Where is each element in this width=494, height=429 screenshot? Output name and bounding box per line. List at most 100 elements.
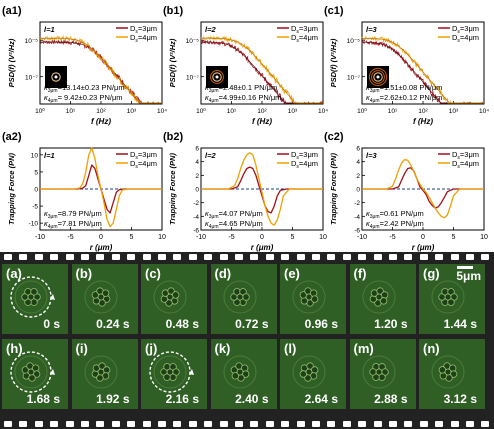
film-sprocket-hole — [65, 254, 74, 260]
film-sprocket-hole — [466, 421, 474, 427]
frame-label: (i) — [75, 341, 88, 356]
particle — [97, 293, 104, 301]
particle — [163, 373, 171, 381]
x-tick-label-a1-0: 10⁰ — [35, 107, 45, 115]
stiffness-a1-0: κ3μm=13.14±0.23 PN/μm — [44, 83, 125, 94]
inset-core-b1 — [215, 75, 219, 79]
force-line-b2-1 — [201, 152, 323, 226]
inset-ring-b1-2 — [210, 70, 224, 84]
film-sprocket-hole — [188, 421, 197, 427]
y-tick-label-c2-2: -2 — [354, 200, 360, 207]
panel-label-c2: (c2) — [324, 131, 344, 143]
legend-label-b1-0: Ds=3μm — [291, 24, 318, 35]
film-sprocket-hole — [389, 254, 397, 260]
y-tick-label-b2-0: -6 — [193, 228, 199, 235]
film-sprocket-hole — [4, 421, 12, 427]
stiffness-b1-0: κ3μm=2.48±0.1 PN/μm — [205, 83, 277, 94]
charge-label-b2: l=2 — [205, 151, 216, 160]
video-frame: (m) 2.88 s — [349, 339, 416, 409]
film-sprocket-hole — [127, 254, 136, 260]
scale-bar-line — [457, 266, 473, 269]
frame-label: (k) — [214, 341, 231, 356]
particle-cluster — [431, 355, 465, 389]
diffraction-ring — [362, 355, 395, 389]
stiffness-a1-1: κ4μm= 9.42±0.23 PN/μm — [44, 93, 123, 104]
film-sprocket-hole — [81, 254, 89, 260]
film-sprocket-hole — [250, 421, 259, 427]
figure-charts: (a1) l=1 PSD(f) (V²/Hz) f (Hz) 10⁰ 10¹ 10² 10³ 1… — [2, 5, 489, 252]
x-tick-label-a1-1: 10¹ — [66, 108, 76, 115]
y-tick-label-c2-5: 4 — [356, 159, 360, 166]
particle — [97, 368, 104, 376]
x-tick-label-c2-1: -5 — [389, 234, 395, 241]
film-sprocket-hole — [219, 254, 228, 260]
legend-label-b1-1: Ds=4μm — [291, 33, 318, 44]
particle-cluster — [84, 280, 117, 314]
psd-series-b1-1 — [200, 35, 323, 104]
diffraction-ring — [153, 280, 187, 314]
x-tick-label-b2-4: 10 — [319, 234, 327, 241]
diffraction-ring — [84, 280, 117, 314]
psd-fit-c1-1 — [362, 37, 484, 104]
film-sprocket-hole — [435, 254, 444, 260]
scale-bar: 5μm — [456, 266, 481, 283]
particle-cluster — [10, 276, 55, 318]
y-tick-label-a2-4: 10 — [31, 152, 39, 159]
frame-label: (h) — [6, 341, 23, 356]
frame-time: 1.92 s — [96, 392, 130, 406]
diffraction-ring — [14, 355, 48, 389]
x-tick-label-b2-3: 5 — [291, 234, 295, 241]
legend-label-c2-1: Ds=4μm — [452, 159, 479, 170]
particle — [444, 293, 452, 301]
particle-cluster — [223, 355, 256, 389]
film-sprocket-hole — [419, 254, 428, 260]
film-sprocket-hole — [342, 254, 351, 260]
x-tick-label-c1-4: 10⁴ — [479, 108, 489, 115]
y-tick-label-c1-0: 10⁻⁵ — [347, 38, 361, 45]
frame-time: 0.72 s — [235, 317, 269, 331]
x-tick-label-b2-1: -5 — [228, 234, 234, 241]
psd-series-a1-1 — [39, 34, 162, 104]
x-axis-label-c2: r (μm) — [412, 243, 435, 252]
stiffness-c2-1: κ4μm=2.42 PN/μm — [366, 219, 424, 230]
frame-time: 2.16 s — [165, 392, 199, 406]
x-tick-label-c2-0: -10 — [357, 234, 367, 241]
inset-ring-c1-1 — [373, 72, 383, 82]
film-sprocket-hole — [142, 254, 151, 260]
particle-cluster — [84, 355, 117, 389]
diffraction-ring — [84, 355, 117, 389]
video-frame: (a) 0 s — [2, 264, 68, 334]
film-sprocket-hole — [235, 254, 243, 260]
film-sprocket-hole — [466, 254, 474, 260]
x-tick-label-a2-0: -10 — [35, 234, 45, 241]
film-sprocket-hole — [50, 254, 59, 260]
video-frame: (j) 2.16 s — [141, 339, 207, 409]
force-line-b2-0 — [201, 166, 323, 214]
diffraction-ring — [292, 280, 326, 314]
particle-cluster — [292, 355, 326, 389]
x-tick-label-a1-3: 10³ — [127, 108, 137, 115]
particle — [28, 374, 36, 382]
video-frame: (n) 3.12 s — [419, 339, 485, 409]
legend-label-b2-1: Ds=4μm — [291, 159, 318, 170]
frame-label: (c) — [145, 266, 161, 281]
panel-label-b2: (b2) — [163, 131, 184, 143]
particle — [27, 368, 35, 376]
x-tick-label-c1-2: 10² — [418, 108, 428, 115]
diffraction-ring — [292, 355, 326, 389]
particle — [375, 293, 382, 301]
y-tick-label-b1-1: 10⁻⁷ — [186, 75, 200, 82]
particle — [236, 293, 243, 301]
frame-time: 0.96 s — [304, 317, 338, 331]
rotation-arrow-icon — [189, 369, 194, 375]
frame-label: (b) — [75, 266, 93, 281]
particle — [95, 374, 104, 382]
x-axis-label-a1: f (Hz) — [91, 117, 111, 126]
legend-label-c2-0: Ds=3μm — [452, 150, 479, 161]
particle — [305, 293, 313, 301]
charge-label-b1: l=2 — [205, 25, 216, 34]
video-frame: (g) 1.44 s 5μm — [419, 264, 485, 334]
rotation-arrow-icon — [50, 369, 55, 375]
y-tick-label-c2-0: -6 — [354, 228, 360, 235]
particle-cluster — [362, 355, 395, 389]
